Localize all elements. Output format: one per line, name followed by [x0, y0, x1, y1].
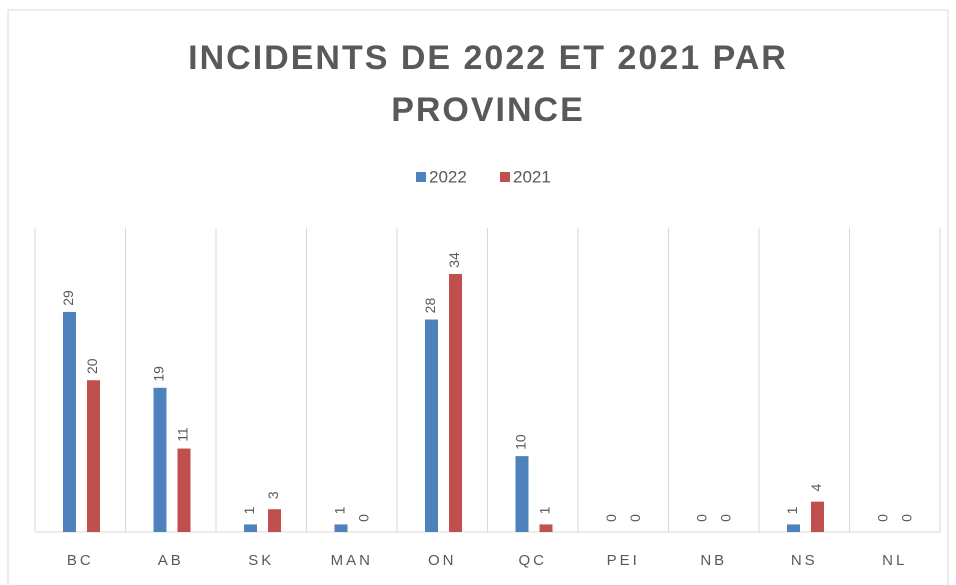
bar [87, 380, 100, 532]
data-label: 3 [265, 491, 281, 499]
data-label: 10 [513, 434, 529, 450]
legend-label: 2022 [429, 167, 467, 186]
data-label: 1 [241, 506, 257, 514]
x-tick-label: BC [67, 552, 94, 569]
bar [63, 311, 76, 532]
x-tick-label: QC [519, 552, 548, 569]
data-label: 1 [537, 506, 553, 514]
data-label: 34 [446, 252, 462, 268]
bar [811, 501, 824, 532]
x-tick-label: MAN [331, 552, 373, 569]
x-tick-label: NL [882, 552, 907, 569]
bar [153, 387, 167, 532]
bar [425, 319, 438, 532]
bar [177, 448, 191, 532]
x-tick-label: AB [158, 552, 184, 569]
bar [449, 274, 462, 532]
x-tick-label: NB [700, 552, 727, 569]
data-label: 0 [899, 514, 915, 522]
data-label: 4 [808, 484, 824, 492]
bar [539, 524, 553, 532]
legend-label: 2021 [513, 167, 551, 186]
chart-title: INCIDENTS DE 2022 ET 2021 PAR PROVINCE [188, 39, 788, 129]
x-tick-label: NS [791, 552, 818, 569]
bar [515, 456, 529, 532]
data-label: 11 [175, 427, 191, 442]
bar [787, 524, 800, 532]
legend-swatch [416, 172, 426, 182]
bar [268, 509, 281, 532]
data-label: 19 [151, 366, 167, 382]
data-label: 0 [718, 514, 734, 522]
data-label: 0 [694, 514, 710, 522]
x-tick-label: ON [428, 552, 457, 569]
data-label: 1 [332, 506, 348, 514]
data-label: 0 [356, 514, 372, 522]
data-label: 20 [84, 358, 100, 374]
bar [244, 524, 257, 532]
data-label: 1 [784, 506, 800, 514]
data-label: 29 [60, 290, 76, 306]
legend-swatch [500, 172, 510, 182]
data-label: 0 [627, 514, 643, 522]
bar [334, 524, 348, 532]
x-tick-label: SK [248, 552, 274, 569]
data-label: 0 [603, 514, 619, 522]
data-label: 28 [422, 298, 438, 314]
x-tick-label: PEI [607, 552, 640, 569]
data-label: 0 [875, 514, 891, 522]
legend: 2022 2021 [416, 167, 551, 186]
